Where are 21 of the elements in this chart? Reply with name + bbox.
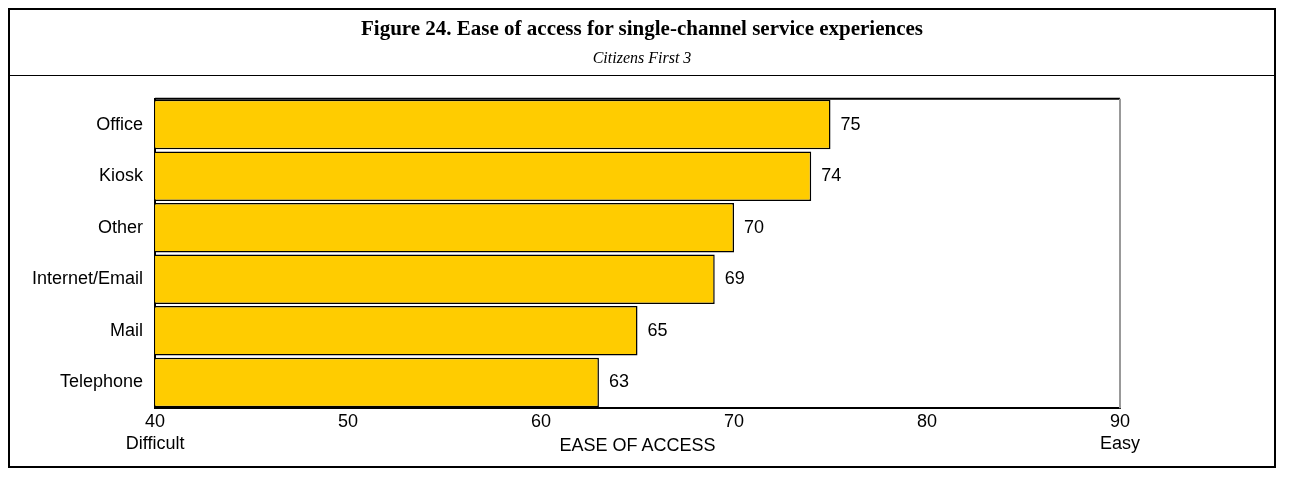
x-tick-label: 60 <box>531 410 552 431</box>
x-tick-label: 90 Easy <box>1099 410 1141 453</box>
x-tick-label: 70 <box>724 410 745 431</box>
data-label: 63 <box>608 371 629 392</box>
data-label: 75 <box>840 113 861 134</box>
chart-subtitle: Citizens First 3 <box>591 49 693 67</box>
chart-title: Figure 24. Ease of access for single-channel service experiences <box>360 16 924 41</box>
x-tick-label: 40 Difficult <box>125 410 185 453</box>
x-axis-title: EASE OF ACCESS <box>559 435 716 456</box>
data-label: 74 <box>821 165 842 186</box>
y-tick-label: Internet/Email <box>31 268 144 289</box>
y-tick-label: Other <box>98 216 144 237</box>
y-tick-label: Telephone <box>59 371 144 392</box>
x-tick-label: 80 <box>916 410 938 431</box>
data-label: 65 <box>647 319 668 340</box>
y-tick-label: Kiosk <box>99 165 145 186</box>
y-tick-label: Mail <box>110 319 144 340</box>
data-label: 69 <box>724 268 745 289</box>
data-label: 70 <box>744 216 765 237</box>
y-tick-label: Office <box>96 113 144 134</box>
x-tick-label: 50 <box>338 410 359 431</box>
